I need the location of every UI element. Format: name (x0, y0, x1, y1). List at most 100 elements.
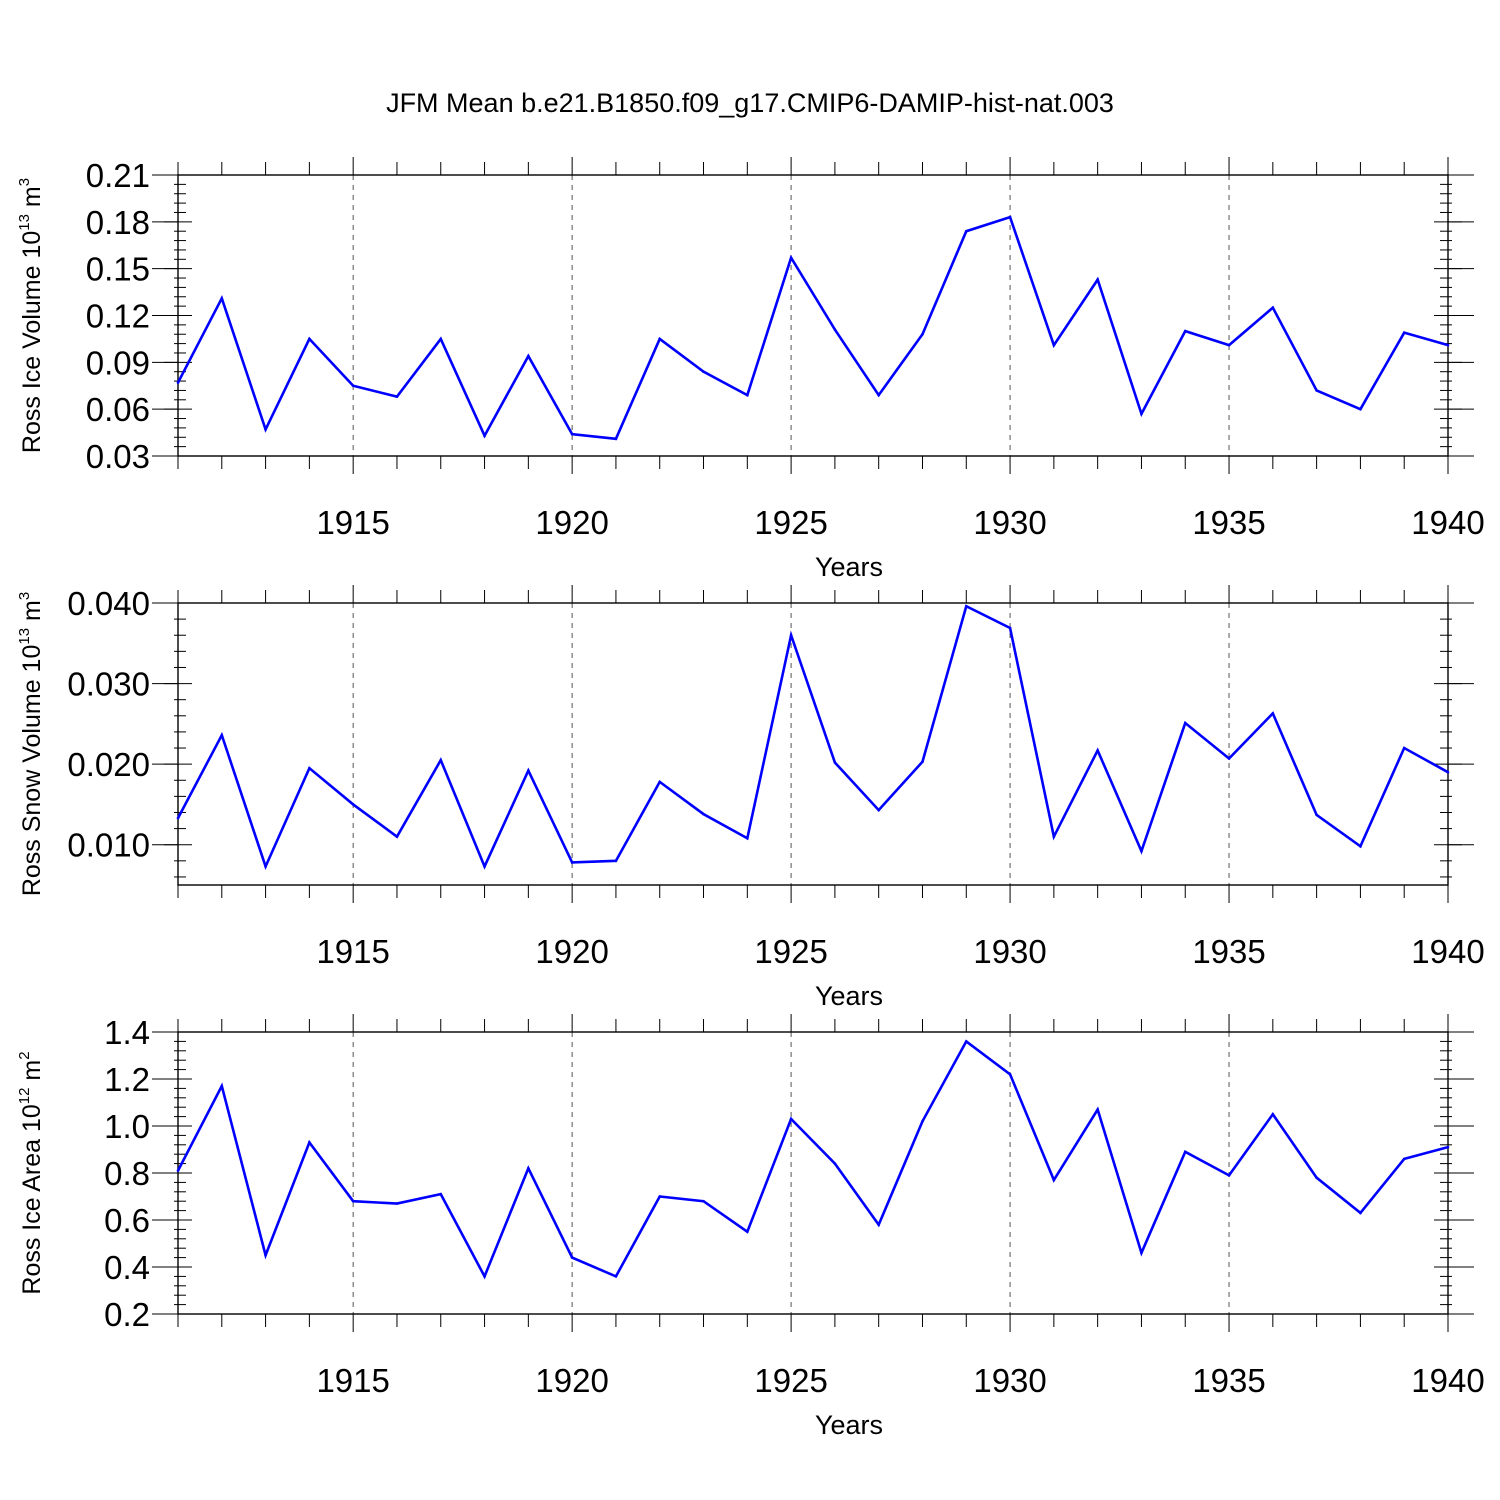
y-tick-label: 0.12 (86, 298, 150, 335)
y-tick-label: 0.010 (67, 827, 150, 864)
y-tick-label: 0.09 (86, 344, 150, 381)
y-axis-label-base: Ross Ice Area 10 (18, 1104, 46, 1294)
data-point (264, 428, 267, 431)
data-point (964, 604, 968, 608)
data-point (877, 393, 880, 397)
data-point (264, 865, 267, 868)
x-tick-label: 1930 (973, 933, 1046, 970)
data-point (1315, 1176, 1318, 1179)
data-point (1271, 1112, 1275, 1116)
data-point (789, 1117, 793, 1121)
data-point (833, 1162, 837, 1165)
data-point (1052, 835, 1056, 838)
y-tick-label: 0.040 (67, 585, 150, 622)
y-axis-label-unit-exponent: 2 (16, 1051, 33, 1059)
y-axis-label-unit-exponent: 3 (16, 178, 33, 186)
data-point (833, 328, 837, 331)
data-point (570, 861, 574, 864)
y-axis-label-unit: m (18, 600, 46, 628)
data-point (877, 808, 880, 812)
data-point (1227, 757, 1231, 760)
data-point (351, 803, 355, 806)
data-point (264, 1253, 267, 1257)
data-point (395, 1202, 399, 1205)
data-point (1008, 1073, 1012, 1076)
data-point (1183, 721, 1187, 725)
data-point (220, 297, 224, 300)
series-line (176, 215, 1449, 441)
x-tick-label: 1925 (754, 504, 827, 541)
data-point (658, 1195, 662, 1198)
data-point (483, 1275, 486, 1278)
data-point (1183, 1150, 1187, 1154)
y-tick-label: 0.6 (104, 1202, 150, 1239)
y-tick-label: 0.03 (86, 438, 150, 475)
data-point (1359, 845, 1362, 848)
y-tick-label: 0.4 (104, 1249, 150, 1286)
y-axis-label: Ross Ice Volume 1013 m3 (16, 178, 46, 453)
y-axis-label-unit: m (18, 186, 46, 214)
y-axis-label-unit: m (18, 1060, 46, 1088)
data-point (308, 337, 311, 341)
data-point (395, 395, 399, 398)
data-point (220, 1084, 224, 1088)
data-point (1008, 215, 1012, 219)
data-point (702, 812, 705, 816)
data-point (570, 432, 574, 436)
x-tick-label: 1925 (754, 933, 827, 970)
x-tick-label: 1935 (1192, 1362, 1265, 1399)
data-point (921, 1120, 924, 1123)
data-point (439, 758, 443, 762)
x-tick-label: 1935 (1192, 933, 1265, 970)
data-point (439, 1192, 443, 1196)
x-tick-label: 1920 (535, 1362, 608, 1399)
panel-2: 0.010 0.020 0.030 0.040 1915 1920 1925 1930 1935… (16, 585, 1485, 1011)
data-point (1402, 746, 1406, 750)
data-point (351, 384, 355, 388)
data-point (1359, 1211, 1362, 1215)
y-tick-label: 0.21 (86, 157, 150, 194)
data-point (614, 1275, 618, 1278)
data-point (176, 1169, 180, 1172)
data-point (1096, 1108, 1099, 1111)
data-point (964, 229, 968, 233)
data-point (614, 859, 618, 863)
data-point (1140, 412, 1143, 416)
x-tick-label: 1940 (1411, 504, 1484, 541)
data-point (789, 256, 793, 260)
data-point (658, 780, 662, 784)
data-point (1140, 1251, 1143, 1255)
y-tick-label: 0.06 (86, 391, 150, 428)
data-point (702, 1199, 705, 1203)
y-tick-label: 0.8 (104, 1155, 150, 1192)
data-point (308, 766, 311, 770)
data-point (658, 337, 662, 341)
y-tick-label: 1.4 (104, 1014, 150, 1051)
data-point (220, 733, 224, 737)
x-tick-label: 1940 (1411, 933, 1484, 970)
data-point (1227, 1174, 1231, 1177)
x-tick-label: 1915 (316, 933, 389, 970)
y-axis-label-base: Ross Ice Volume 10 (18, 231, 46, 453)
x-axis-label: Years (815, 1410, 883, 1440)
x-tick-label: 1920 (535, 504, 608, 541)
data-point (964, 1040, 968, 1043)
data-point (1402, 1157, 1406, 1161)
data-point (1271, 306, 1275, 309)
y-tick-label: 0.020 (67, 746, 150, 783)
data-point (746, 393, 749, 397)
data-point (1446, 1145, 1450, 1149)
x-tick-label: 1925 (754, 1362, 827, 1399)
y-tick-label: 0.2 (104, 1296, 150, 1333)
data-point (746, 1230, 749, 1234)
y-axis-label-exponent: 12 (16, 1088, 33, 1105)
x-tick-label: 1930 (973, 1362, 1046, 1399)
y-axis-label-exponent: 13 (16, 214, 33, 231)
data-point (614, 437, 618, 441)
data-point (527, 769, 530, 772)
chart-title: JFM Mean b.e21.B1850.f09_g17.CMIP6-DAMIP… (386, 88, 1114, 118)
data-point (1402, 331, 1406, 334)
x-tick-label: 1930 (973, 504, 1046, 541)
data-point (1008, 626, 1012, 630)
data-point (789, 633, 793, 637)
